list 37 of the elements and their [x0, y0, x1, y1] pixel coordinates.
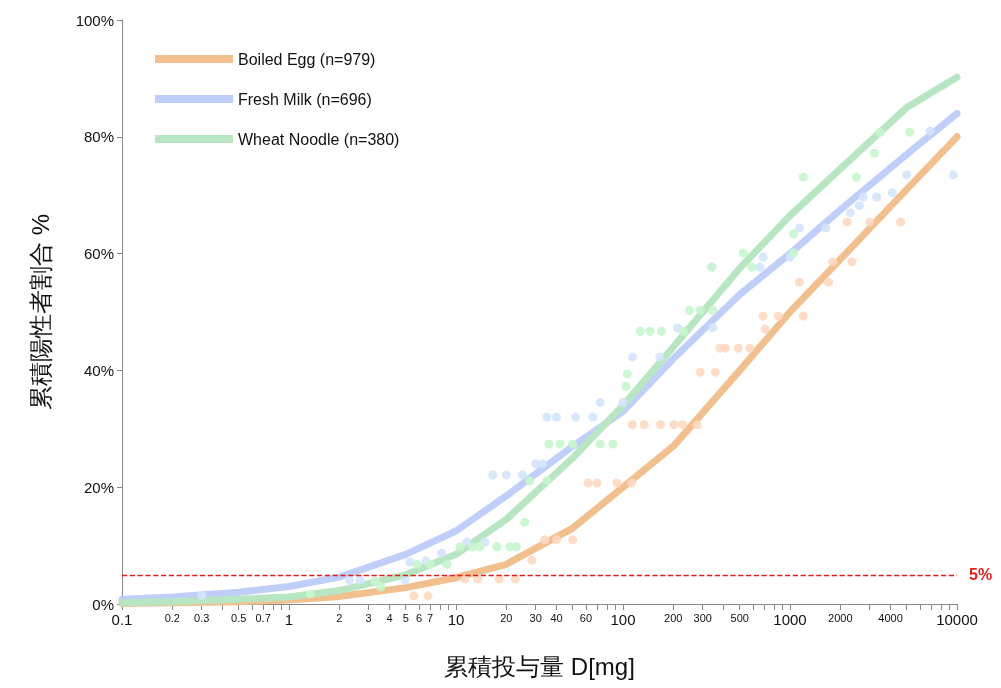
x-tick-label: 200	[664, 611, 683, 624]
y-tick-label: 100%	[75, 11, 114, 29]
x-tick-label: 7	[427, 611, 434, 624]
x-tick-label: 0.2	[164, 611, 180, 624]
x-tick-label: 1000	[773, 611, 807, 628]
x-tick-label: 40	[550, 611, 563, 624]
x-tick-label: 10	[447, 611, 465, 628]
x-tick-label: 100	[610, 611, 636, 628]
x-tick-label: 10000	[936, 611, 978, 628]
x-tick-label: 0.7	[255, 611, 271, 624]
x-tick-label: 0.5	[231, 611, 247, 624]
x-tick-label: 60	[579, 611, 593, 624]
y-tick-label: 20%	[83, 478, 114, 496]
x-tick-label: 4000	[878, 611, 903, 624]
x-tick-label: 20	[500, 611, 513, 624]
x-tick-label: 6	[415, 611, 423, 624]
y-tick-label: 0%	[92, 595, 114, 613]
y-tick-label: 80%	[83, 128, 114, 146]
x-tick-label: 5	[402, 611, 409, 624]
x-tick-label: 30	[529, 611, 542, 624]
x-tick-label: 0.3	[194, 611, 210, 624]
x-tick-label: 2	[336, 611, 343, 624]
x-axis-title: 累積投与量 D[mg]	[444, 652, 635, 680]
x-tick-label: 2000	[828, 611, 853, 624]
y-tick-label: 60%	[83, 245, 114, 263]
x-tick-label: 500	[730, 611, 749, 624]
x-tick-label: 300	[693, 611, 712, 624]
y-tick-label: 40%	[83, 361, 114, 379]
x-tick-label: 1	[284, 611, 294, 628]
y-axis-title: 累積陽性者割合 %	[26, 213, 54, 411]
x-tick-label: 0.1	[111, 611, 133, 628]
x-tick-label: 4	[386, 611, 393, 624]
x-tick-label: 3	[365, 611, 372, 624]
legend-label: Boiled Egg (n=979)	[238, 50, 376, 68]
ref-line-label: 5%	[969, 566, 993, 584]
legend-label: Fresh Milk (n=696)	[238, 90, 372, 108]
legend-label: Wheat Noodle (n=380)	[238, 130, 400, 148]
